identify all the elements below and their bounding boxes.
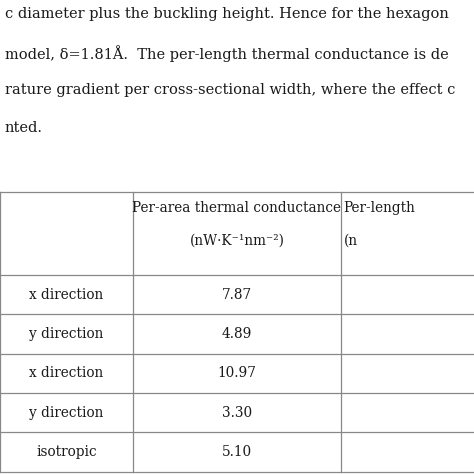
Text: (n: (n: [344, 234, 358, 248]
Text: x direction: x direction: [29, 366, 103, 380]
Text: y direction: y direction: [29, 406, 103, 419]
Text: x direction: x direction: [29, 288, 103, 301]
Text: 7.87: 7.87: [222, 288, 252, 301]
Text: isotropic: isotropic: [36, 445, 97, 459]
Text: Per-length: Per-length: [344, 201, 416, 215]
Text: rature gradient per cross-sectional width, where the effect c: rature gradient per cross-sectional widt…: [5, 83, 455, 97]
Text: 10.97: 10.97: [218, 366, 256, 380]
Text: y direction: y direction: [29, 327, 103, 341]
Text: 5.10: 5.10: [222, 445, 252, 459]
Text: model, δ=1.81Å.  The per-length thermal conductance is de: model, δ=1.81Å. The per-length thermal c…: [5, 45, 448, 62]
Text: nted.: nted.: [5, 121, 43, 135]
Text: (nW·K⁻¹nm⁻²): (nW·K⁻¹nm⁻²): [190, 234, 284, 248]
Text: c diameter plus the buckling height. Hence for the hexagon: c diameter plus the buckling height. Hen…: [5, 7, 448, 21]
Text: Per-area thermal conductance: Per-area thermal conductance: [133, 201, 341, 215]
Text: 3.30: 3.30: [222, 406, 252, 419]
Text: 4.89: 4.89: [222, 327, 252, 341]
